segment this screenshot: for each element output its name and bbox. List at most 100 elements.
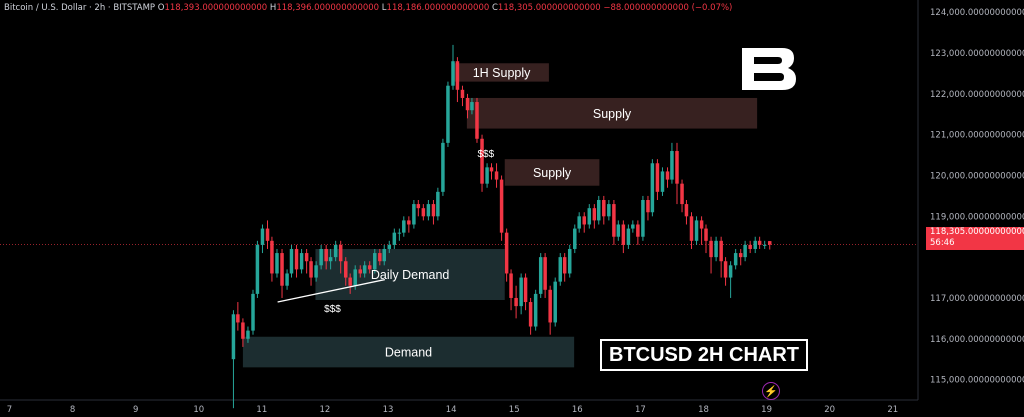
candle-down: [723, 261, 728, 278]
candle-up: [733, 253, 738, 266]
x-tick-label: 14: [446, 405, 457, 415]
candle-down: [582, 216, 586, 225]
candle-up: [616, 224, 621, 237]
candle-down: [455, 61, 460, 90]
open-label: O: [157, 3, 165, 13]
candle-up: [587, 208, 592, 225]
candle-up: [260, 228, 265, 245]
candle-down: [655, 163, 660, 192]
candle-down: [646, 200, 650, 213]
candle-down: [699, 220, 704, 229]
y-tick-label: 120,000.000000000000: [930, 172, 1024, 182]
candle-up: [289, 248, 294, 274]
candle-up: [353, 269, 357, 286]
candle-down: [602, 200, 606, 217]
candle-down: [480, 138, 484, 184]
candle-down: [304, 253, 309, 262]
candle-up: [660, 171, 665, 192]
candle-up: [319, 248, 323, 266]
candle-up: [626, 228, 631, 245]
candle-down: [704, 228, 708, 241]
candle-up: [470, 102, 474, 111]
candle-down: [499, 179, 504, 233]
candle-up: [558, 257, 563, 282]
zone-label: Demand: [385, 346, 432, 360]
candle-up: [577, 216, 581, 229]
x-tick-label: 10: [193, 405, 204, 415]
candle-down: [548, 289, 552, 323]
candle-up: [597, 200, 601, 221]
candle-down: [416, 204, 421, 209]
ohlc-header: Bitcoin / U.S. Dollar · 2h · BITSTAMP O1…: [4, 3, 732, 13]
candle-down: [767, 241, 772, 245]
liquidity-annotation: $$$: [324, 304, 341, 315]
candle-down: [280, 253, 284, 286]
y-tick-label: 124,000.000000000000: [930, 8, 1024, 18]
y-tick-label: 115,000.000000000000: [930, 376, 1024, 386]
candle-down: [680, 183, 684, 205]
candle-up: [446, 85, 450, 143]
candle-down: [748, 244, 752, 249]
candle-down: [241, 322, 245, 339]
candle-down: [514, 297, 518, 307]
candle-up: [397, 232, 402, 234]
last-price-tag: 118,305.000000000000 56:46: [926, 227, 1024, 250]
open-value: 118,393.000000000000: [164, 3, 268, 13]
candle-down: [475, 102, 479, 139]
demand-zone: [242, 336, 575, 368]
close-value: 118,305.000000000000: [497, 3, 601, 13]
lightning-icon[interactable]: ⚡: [762, 382, 780, 400]
candle-up: [670, 151, 674, 180]
trendline: [277, 278, 385, 303]
zone-label: 1H Supply: [473, 66, 531, 80]
candle-up: [285, 273, 289, 286]
candle-down: [294, 248, 299, 270]
candle-up: [694, 220, 699, 241]
candle-up: [402, 220, 406, 233]
x-tick-label: 18: [698, 405, 709, 415]
candle-down: [367, 265, 372, 270]
y-tick-label: 123,000.000000000000: [930, 49, 1024, 59]
candle-down: [528, 302, 533, 327]
candle-up: [714, 240, 718, 258]
candle-up: [753, 240, 757, 249]
candle-up: [328, 257, 333, 262]
candle-down: [504, 232, 509, 274]
y-tick-label: 121,000.000000000000: [930, 131, 1024, 141]
y-tick-label: 116,000.000000000000: [930, 335, 1024, 345]
candle-up: [246, 330, 250, 339]
candle-down: [719, 240, 723, 262]
candle-down: [338, 244, 343, 262]
candle-down: [689, 216, 694, 241]
candle-up: [251, 293, 255, 331]
candle-down: [684, 204, 689, 217]
candle-up: [333, 244, 338, 258]
candle-down: [509, 273, 513, 298]
candle-up: [573, 228, 577, 249]
liquidity-annotation: $$$: [477, 149, 494, 160]
candle-up: [382, 248, 386, 262]
low-value: 118,186.000000000000: [386, 3, 490, 13]
close-label: C: [491, 3, 498, 13]
candle-down: [612, 204, 616, 237]
candle-down: [270, 240, 274, 274]
candle-down: [665, 171, 670, 180]
x-tick-label: 16: [572, 405, 583, 415]
last-price-value: 118,305.000000000000: [930, 227, 1024, 237]
candle-up: [387, 244, 392, 249]
symbol-label: Bitcoin / U.S. Dollar · 2h · BITSTAMP: [4, 3, 156, 13]
high-value: 118,396.000000000000: [276, 3, 380, 13]
candle-down: [421, 208, 426, 217]
candle-up: [362, 265, 367, 274]
candle-up: [426, 204, 431, 217]
candle-down: [621, 224, 626, 245]
x-tick-label: 8: [70, 405, 75, 415]
candle-down: [407, 220, 411, 225]
candle-down: [309, 261, 313, 278]
x-tick-label: 17: [635, 405, 646, 415]
zone-label: Supply: [533, 166, 572, 180]
candle-up: [519, 277, 523, 307]
candle-up: [743, 244, 747, 258]
candle-down: [460, 89, 465, 98]
